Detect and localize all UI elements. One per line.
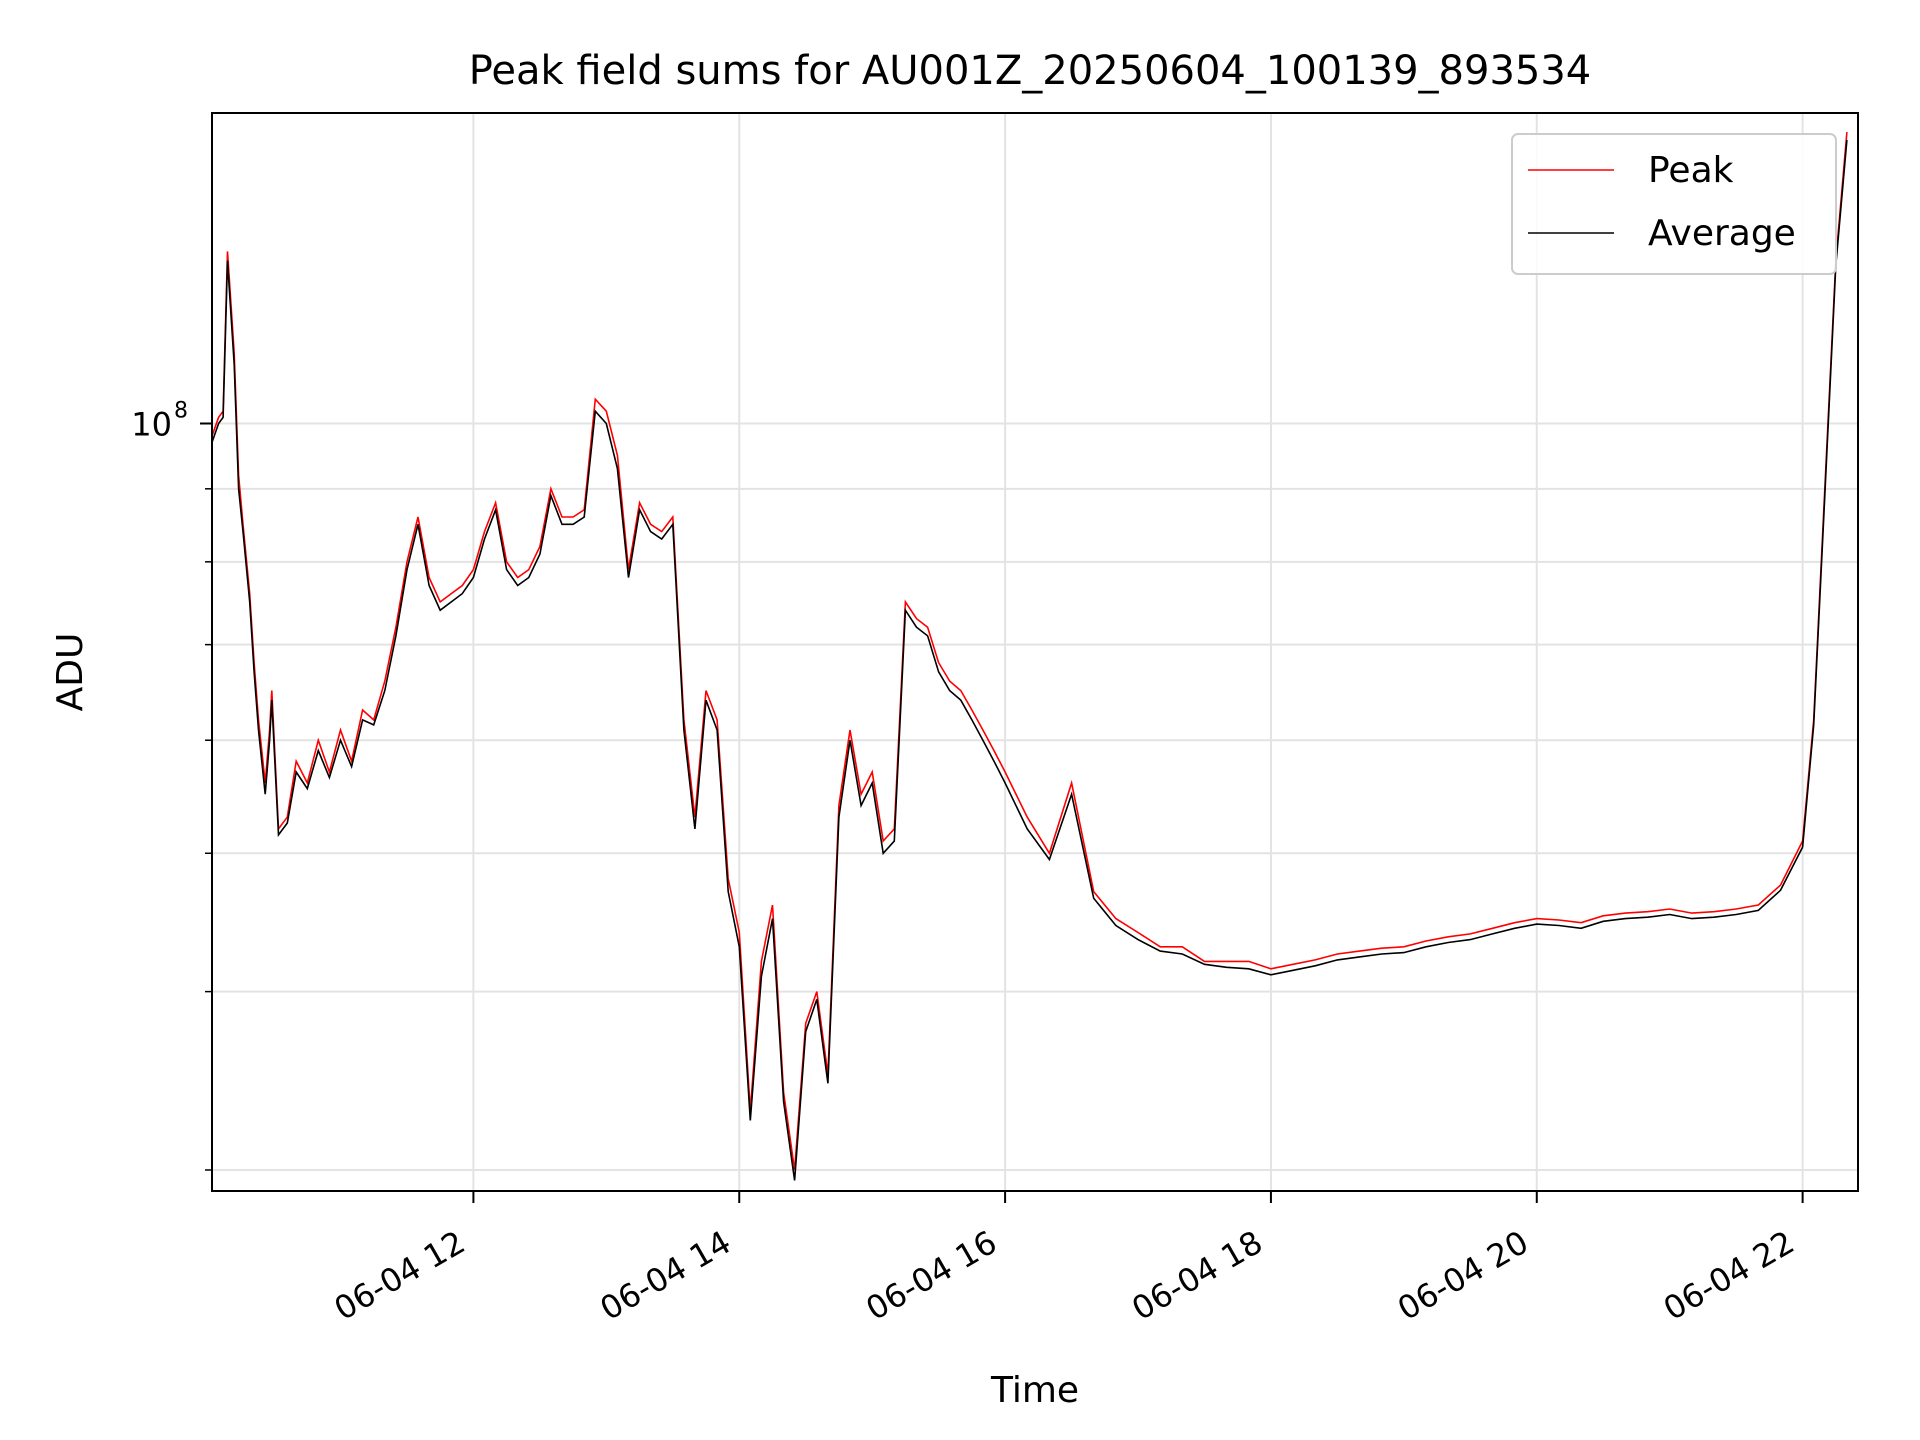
legend-label-average: Average [1648, 213, 1796, 254]
y-tick-label: 10 [131, 405, 172, 443]
series-line-peak [211, 132, 1848, 1171]
legend: Peak Average [1511, 133, 1837, 275]
y-tick-exponent: 8 [174, 398, 188, 423]
plot-frame [211, 112, 1859, 1192]
chart-title: Peak field sums for AU001Z_20250604_1001… [469, 48, 1592, 94]
x-axis-label: Time [990, 1370, 1079, 1411]
legend-box [1511, 133, 1837, 275]
plot-lines [211, 132, 1848, 1181]
grid-lines [212, 113, 1858, 1191]
series-line-average [211, 139, 1848, 1181]
y-axis-label: ADU [50, 633, 91, 712]
legend-label-peak: Peak [1648, 150, 1734, 191]
y-axis-ticks: 10 8 [131, 398, 212, 1171]
